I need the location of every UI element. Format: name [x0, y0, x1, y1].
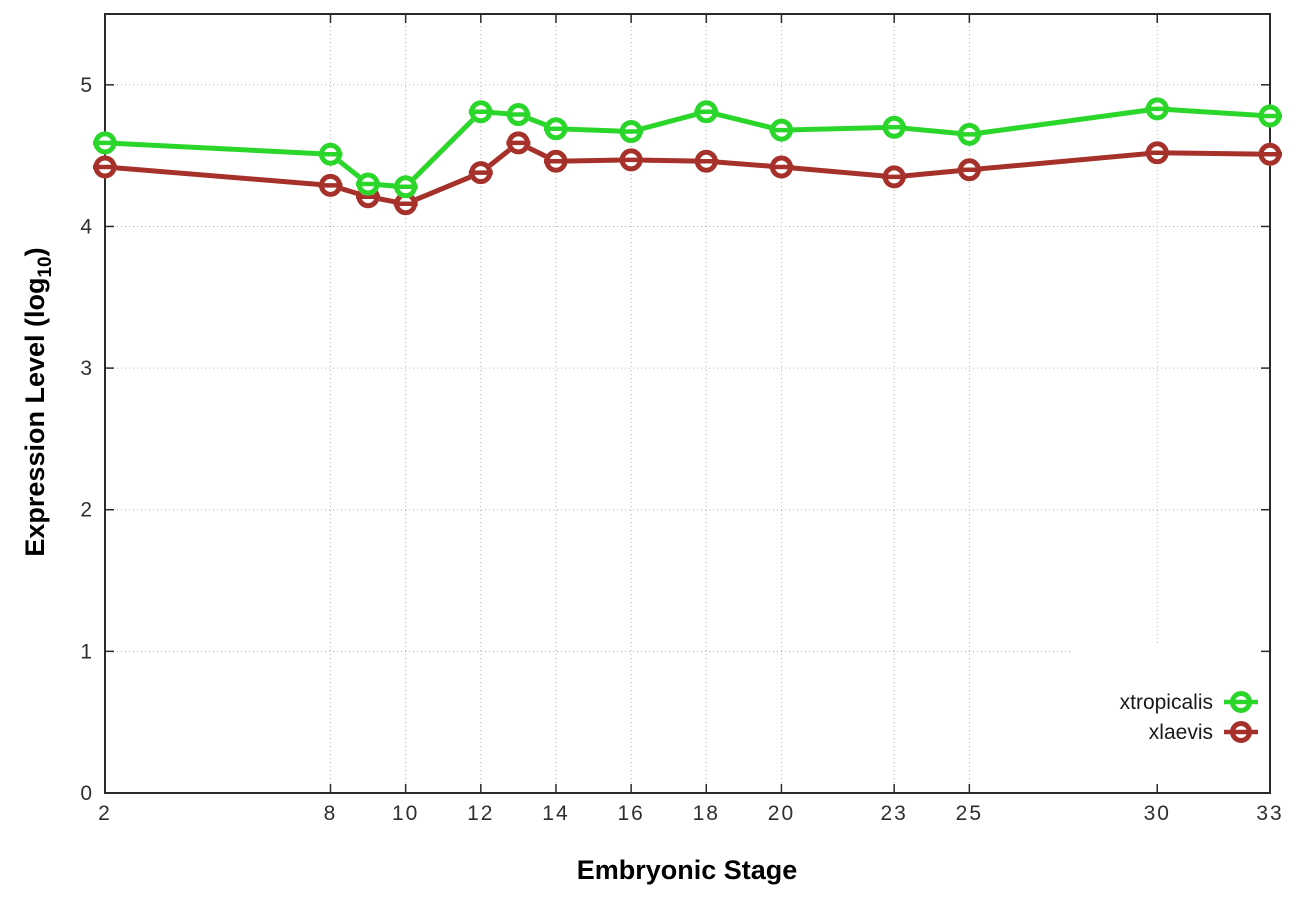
legend-item-xtropicalis: xtropicalis [1120, 691, 1258, 714]
x-tick-label: 10 [392, 802, 419, 825]
x-tick-label: 20 [768, 802, 795, 825]
y-tick-label: 3 [80, 357, 94, 380]
x-tick-label: 14 [542, 802, 569, 825]
data-point [394, 175, 418, 199]
data-point [544, 117, 568, 141]
x-tick-label: 8 [324, 802, 338, 825]
data-point [1145, 97, 1169, 121]
y-tick-label: 2 [80, 499, 94, 522]
x-tick-label: 23 [881, 802, 908, 825]
x-tick-label: 2 [98, 802, 112, 825]
data-point [356, 172, 380, 196]
x-tick-label: 30 [1144, 802, 1171, 825]
series-line-xtropicalis [102, 106, 1273, 190]
data-point [769, 118, 793, 142]
y-tick-label: 0 [80, 782, 94, 805]
legend-label: xtropicalis [1120, 691, 1213, 714]
data-point [957, 158, 981, 182]
data-point [469, 161, 493, 185]
y-tick-label: 5 [80, 74, 94, 97]
legend-backdrop [1072, 643, 1269, 791]
x-tick-label: 16 [617, 802, 644, 825]
data-point [882, 165, 906, 189]
legend-label: xlaevis [1149, 721, 1213, 744]
series-xtropicalis [93, 97, 1282, 199]
legend-item-xlaevis: xlaevis [1149, 721, 1258, 744]
data-point [93, 131, 117, 155]
data-point [1258, 142, 1282, 166]
x-tick-label: 33 [1256, 802, 1283, 825]
data-point [506, 131, 530, 155]
x-tick-label: 18 [693, 802, 720, 825]
data-point [694, 149, 718, 173]
y-tick-label: 4 [80, 215, 94, 238]
x-axis-title: Embryonic Stage [577, 855, 798, 885]
data-point [619, 120, 643, 144]
plot-border [104, 13, 1271, 794]
data-point [957, 122, 981, 146]
x-tick-label: 25 [956, 802, 983, 825]
series-layer [93, 97, 1282, 216]
plot-frame [104, 13, 1271, 794]
data-point [544, 149, 568, 173]
data-point [882, 115, 906, 139]
data-point [318, 142, 342, 166]
legend-marker-sample [1230, 691, 1252, 713]
y-tick-label: 1 [80, 640, 94, 663]
legend: xtropicalis xlaevis [1120, 691, 1258, 744]
series-xlaevis [93, 131, 1282, 216]
data-point [318, 173, 342, 197]
data-point [469, 100, 493, 124]
data-point [769, 155, 793, 179]
data-point [694, 100, 718, 124]
legend-marker-sample [1230, 721, 1252, 743]
data-point [619, 148, 643, 172]
x-tick-label: 12 [467, 802, 494, 825]
legend-background [1072, 643, 1269, 791]
data-point [93, 155, 117, 179]
data-point [506, 103, 530, 127]
y-axis-title: Expression Level (log10) [20, 247, 56, 556]
data-point [1145, 141, 1169, 165]
data-point [1258, 104, 1282, 128]
